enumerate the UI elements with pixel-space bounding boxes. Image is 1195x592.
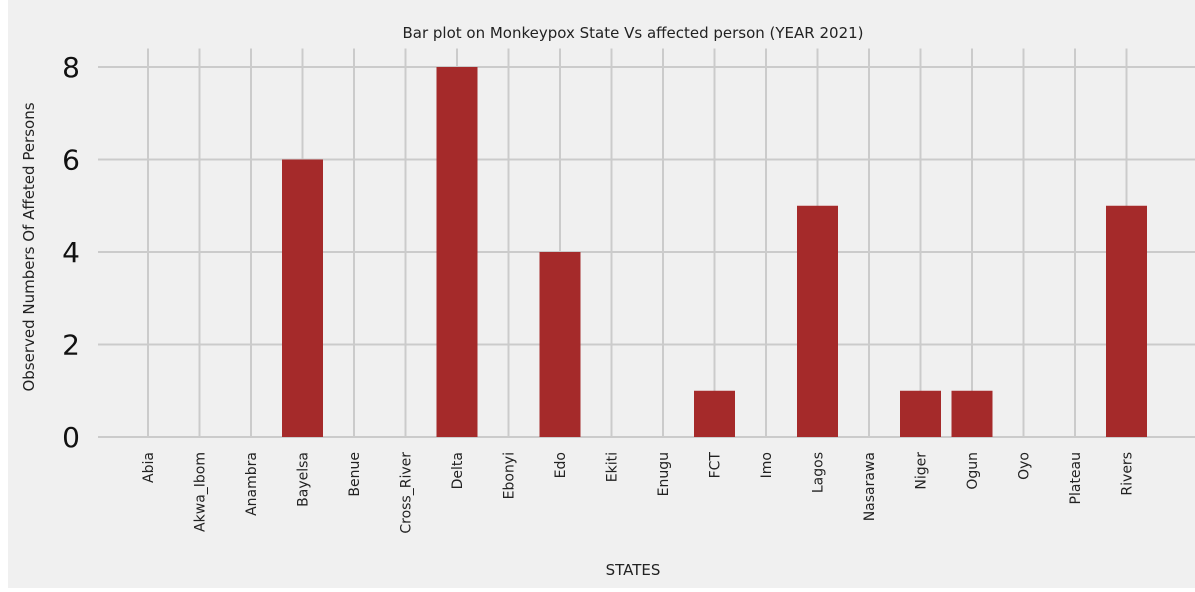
y-tick-label: 6 (62, 144, 80, 177)
chart-figure: Bar plot on Monkeypox State Vs affected … (8, 0, 1195, 588)
x-tick-label: Ogun (965, 452, 981, 490)
x-tick-label: Ebonyi (502, 452, 518, 499)
x-tick-label: Akwa_Ibom (193, 452, 209, 532)
y-tick-label: 0 (62, 421, 80, 454)
x-tick-label: Edo (553, 452, 569, 478)
y-axis-label: Observed Numbers Of Affeted Persons (20, 102, 38, 391)
x-tick-label: FCT (708, 452, 724, 479)
x-tick-label: Niger (914, 452, 930, 490)
bar-ogun (951, 390, 993, 437)
x-tick-label: Cross_River (399, 452, 415, 534)
x-tick-label: Abia (141, 452, 157, 483)
bar-bayelsa (282, 159, 323, 437)
bar-rivers (1106, 205, 1147, 437)
bar-niger (900, 390, 941, 437)
y-tick-label: 2 (62, 329, 80, 362)
x-tick-label: Delta (450, 452, 466, 489)
y-tick-labels: 0 2 4 6 8 (62, 51, 80, 454)
x-tick-label: Enugu (656, 452, 672, 496)
bar-fct (694, 390, 735, 437)
x-axis-label: STATES (606, 561, 661, 579)
x-tick-label: Lagos (811, 452, 827, 493)
y-tick-label: 4 (62, 236, 80, 269)
bar-edo (539, 252, 581, 437)
bar-chart: Bar plot on Monkeypox State Vs affected … (20, 24, 1195, 579)
y-tick-label: 8 (62, 51, 80, 84)
x-tick-label: Imo (759, 452, 775, 478)
bar-delta (436, 67, 478, 437)
x-tick-labels: Abia Akwa_Ibom Anambra Bayelsa Benue Cross_Ri… (141, 452, 1136, 534)
x-tick-label: Anambra (244, 452, 260, 516)
bar-lagos (797, 205, 838, 437)
x-tick-label: Oyo (1017, 452, 1033, 480)
chart-title: Bar plot on Monkeypox State Vs affected … (402, 24, 863, 42)
x-tick-label: Rivers (1120, 452, 1136, 496)
grid-layer (98, 48, 1195, 438)
x-tick-label: Ekiti (605, 452, 621, 482)
bar-layer (282, 67, 1147, 437)
x-tick-label: Nasarawa (862, 452, 878, 521)
x-tick-label: Plateau (1068, 452, 1084, 504)
x-tick-label: Benue (347, 452, 363, 497)
x-tick-label: Bayelsa (296, 452, 312, 507)
